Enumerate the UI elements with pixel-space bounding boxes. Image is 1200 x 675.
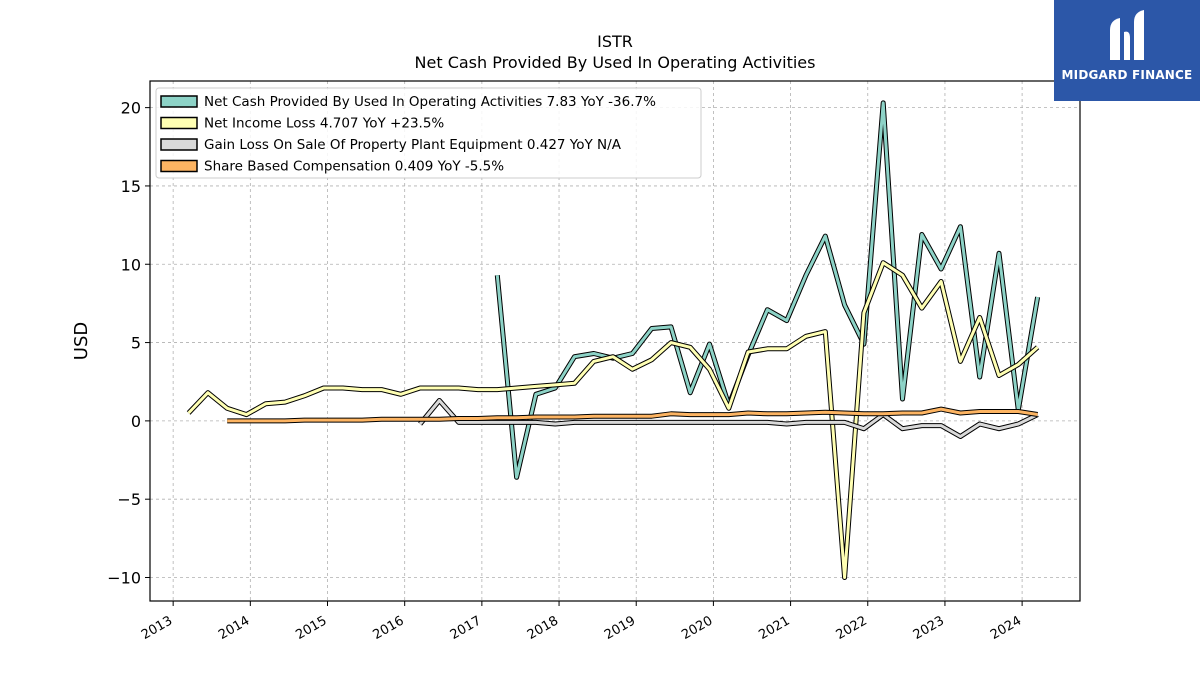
brand-name: MIDGARD FINANCE — [1061, 68, 1193, 82]
brand-mark-icon — [1110, 10, 1144, 60]
x-tick-label: 2017 — [448, 613, 484, 643]
x-tick-label: 2018 — [525, 613, 561, 643]
series-layer — [186, 100, 1041, 580]
grid — [150, 81, 1080, 601]
y-tick-label: 20 — [121, 99, 141, 118]
legend-box — [155, 87, 702, 179]
x-tick-label: 2016 — [371, 613, 407, 643]
plot-frame — [149, 80, 1081, 602]
y-tick-label: 5 — [131, 334, 141, 353]
y-tick-label: −5 — [117, 490, 141, 509]
series-line — [187, 261, 1039, 579]
series-line — [227, 407, 1038, 423]
series-3 — [227, 406, 1038, 424]
x-tick-label: 2024 — [988, 613, 1024, 643]
y-axis: −10 −5 0 5 10 15 20 — [107, 99, 150, 588]
series-0 — [494, 100, 1041, 480]
x-axis: 2013 2014 2015 2016 2017 2018 2019 2020 2021 2022… — [139, 601, 1024, 643]
series-1 — [186, 260, 1040, 580]
x-tick-label: 2019 — [602, 613, 638, 643]
y-tick-label: 0 — [131, 412, 141, 431]
legend-swatch — [160, 116, 198, 130]
x-tick-label: 2013 — [139, 613, 175, 643]
legend: Net Cash Provided By Used In Operating A… — [155, 87, 702, 179]
series-2 — [418, 398, 1039, 439]
series-line — [495, 101, 1040, 479]
legend-label: Net Income Loss 4.707 YoY +23.5% — [204, 116, 444, 132]
y-tick-label: 15 — [121, 177, 141, 196]
series-line — [418, 399, 1039, 438]
x-tick-label: 2023 — [911, 613, 947, 643]
y-axis-label: USD — [71, 322, 92, 360]
legend-swatch — [160, 95, 198, 108]
x-tick-label: 2021 — [756, 613, 792, 643]
legend-label: Net Cash Provided By Used In Operating A… — [204, 94, 656, 110]
legend-label: Gain Loss On Sale Of Property Plant Equi… — [204, 137, 622, 153]
brand-logo: MIDGARD FINANCE — [1054, 0, 1200, 101]
chart-subtitle: Net Cash Provided By Used In Operating A… — [415, 53, 816, 72]
chart-title: ISTR — [597, 32, 633, 51]
x-tick-label: 2015 — [293, 613, 329, 643]
x-tick-label: 2014 — [216, 613, 252, 643]
legend-label: Share Based Compensation 0.409 YoY -5.5% — [204, 159, 504, 175]
y-tick-label: −10 — [107, 569, 141, 588]
x-tick-label: 2020 — [679, 613, 715, 643]
legend-swatch — [160, 159, 198, 173]
y-tick-label: 10 — [121, 255, 141, 274]
x-tick-label: 2022 — [834, 613, 870, 643]
legend-swatch — [160, 138, 198, 151]
